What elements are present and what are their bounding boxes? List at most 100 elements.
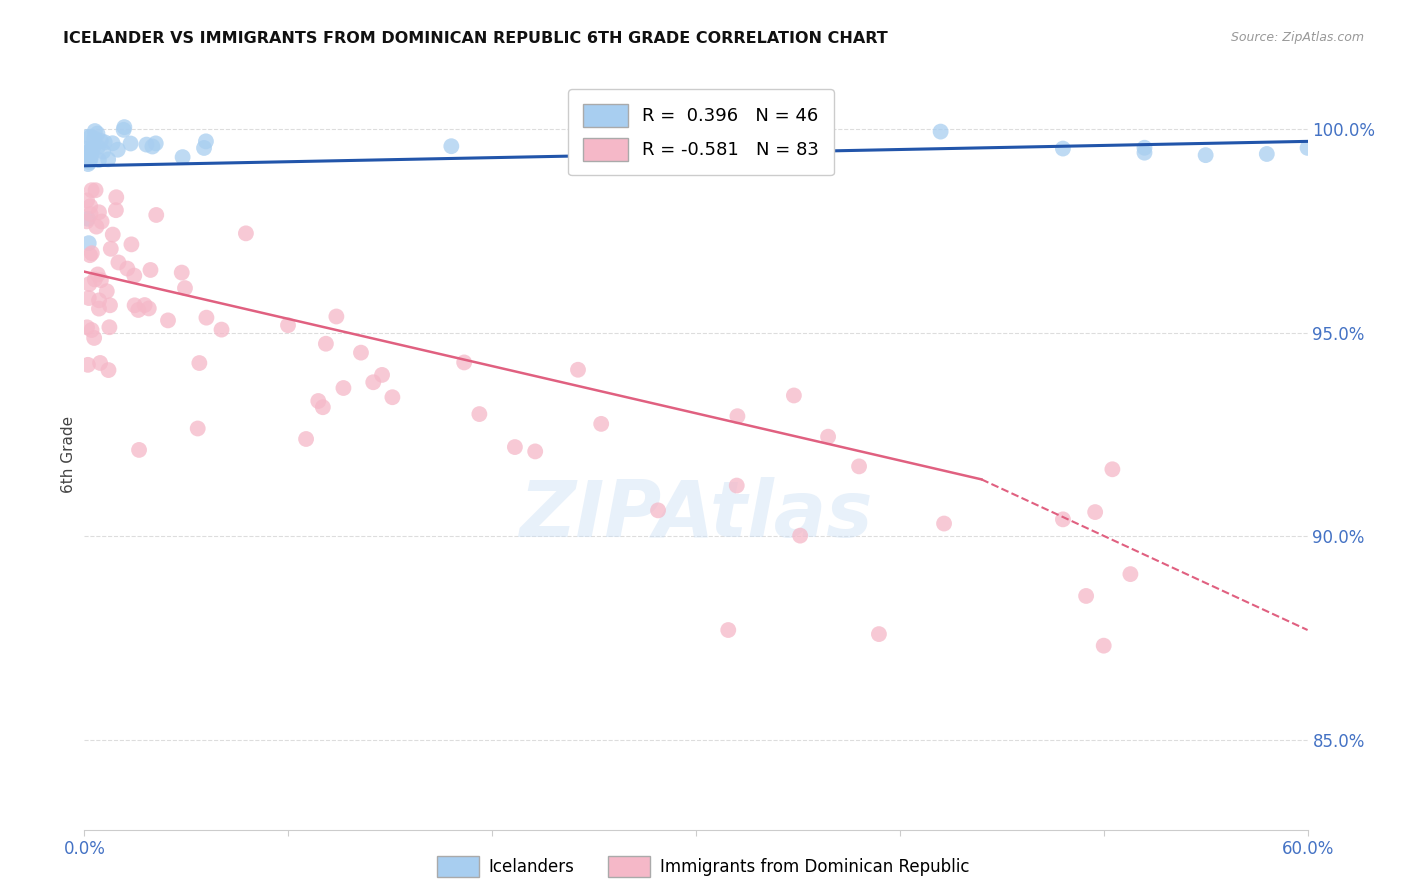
Point <box>1133 141 1156 155</box>
Point <box>80 183 103 197</box>
Point <box>124 298 146 312</box>
Point <box>172 150 194 164</box>
Point <box>194 134 217 148</box>
Point <box>170 266 193 280</box>
Point <box>83 124 105 138</box>
Point <box>307 394 329 409</box>
Point <box>440 139 463 153</box>
Y-axis label: 6th Grade: 6th Grade <box>60 417 76 493</box>
Point <box>77 157 100 171</box>
Point <box>79 155 101 169</box>
Point <box>87 301 110 316</box>
Point <box>932 516 955 531</box>
Point <box>817 430 839 444</box>
Point <box>381 390 404 404</box>
Point <box>83 131 105 145</box>
Point <box>145 136 167 151</box>
Point <box>96 284 118 298</box>
Point <box>101 136 124 151</box>
Point <box>86 127 108 141</box>
Point <box>101 227 124 242</box>
Point <box>789 528 811 542</box>
Point <box>868 627 890 641</box>
Point <box>107 255 129 269</box>
Point <box>76 129 98 144</box>
Point <box>128 442 150 457</box>
Point <box>787 139 810 153</box>
Point <box>90 134 112 148</box>
Point <box>350 345 373 359</box>
Point <box>100 242 122 256</box>
Point <box>1101 462 1123 476</box>
Point <box>77 145 100 159</box>
Text: Source: ZipAtlas.com: Source: ZipAtlas.com <box>1230 31 1364 45</box>
Point <box>644 148 666 162</box>
Point <box>725 153 748 168</box>
Point <box>193 141 215 155</box>
Point <box>195 310 218 325</box>
Point <box>1119 567 1142 582</box>
Point <box>87 140 110 154</box>
Point <box>929 125 952 139</box>
Point <box>135 137 157 152</box>
Point <box>717 623 740 637</box>
Point <box>79 199 101 213</box>
Point <box>524 444 547 458</box>
Point <box>80 323 103 337</box>
Point <box>134 298 156 312</box>
Point <box>86 219 108 234</box>
Point <box>79 277 101 291</box>
Point <box>89 356 111 370</box>
Point <box>94 136 117 150</box>
Point <box>295 432 318 446</box>
Point <box>725 409 748 424</box>
Point <box>76 142 98 156</box>
Point <box>211 323 233 337</box>
Point <box>1084 505 1107 519</box>
Point <box>1296 141 1319 155</box>
Point <box>76 211 98 226</box>
Point <box>644 141 666 155</box>
Point <box>848 459 870 474</box>
Point <box>325 310 347 324</box>
Point <box>567 363 589 377</box>
Point <box>76 194 98 208</box>
Point <box>145 208 167 222</box>
Point <box>87 205 110 219</box>
Legend: Icelanders, Immigrants from Dominican Republic: Icelanders, Immigrants from Dominican Re… <box>430 849 976 884</box>
Point <box>783 388 806 402</box>
Point <box>127 303 149 318</box>
Point <box>80 148 103 162</box>
Point <box>97 363 120 377</box>
Point <box>90 273 112 287</box>
Point <box>77 236 100 251</box>
Point <box>97 153 120 167</box>
Point <box>1256 147 1278 161</box>
Point <box>453 355 475 369</box>
Point <box>583 128 606 143</box>
Legend: R =  0.396   N = 46, R = -0.581   N = 83: R = 0.396 N = 46, R = -0.581 N = 83 <box>568 89 834 176</box>
Point <box>91 145 114 159</box>
Point <box>77 291 100 305</box>
Point <box>156 313 179 327</box>
Point <box>139 263 162 277</box>
Point <box>79 144 101 158</box>
Point <box>188 356 211 370</box>
Text: ZIPAtlas: ZIPAtlas <box>519 477 873 553</box>
Point <box>1092 639 1115 653</box>
Point <box>138 301 160 316</box>
Point <box>371 368 394 382</box>
Point <box>725 478 748 492</box>
Point <box>332 381 354 395</box>
Text: ICELANDER VS IMMIGRANTS FROM DOMINICAN REPUBLIC 6TH GRADE CORRELATION CHART: ICELANDER VS IMMIGRANTS FROM DOMINICAN R… <box>63 31 889 46</box>
Point <box>76 214 98 228</box>
Point <box>120 136 142 151</box>
Point <box>87 293 110 308</box>
Point <box>104 203 127 218</box>
Point <box>1052 512 1074 526</box>
Point <box>112 123 135 137</box>
Point <box>647 503 669 517</box>
Point <box>76 320 98 334</box>
Point <box>80 246 103 260</box>
Point <box>98 320 121 334</box>
